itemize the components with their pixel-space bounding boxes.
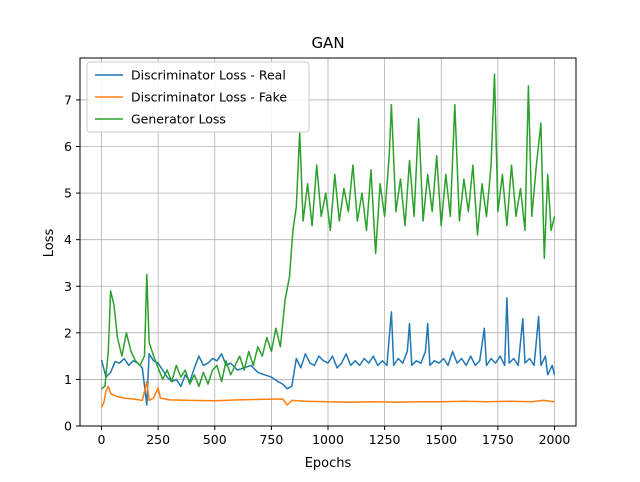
y-tick-label: 4: [64, 232, 72, 247]
y-tick-label: 2: [64, 325, 72, 340]
x-tick-label: 1000: [312, 432, 344, 447]
ticks: 0 250 500 750 1000 1250 1500 1750 2000 0 1 2 3 4 5 6 7: [64, 92, 570, 447]
y-tick-label: 5: [64, 186, 72, 201]
x-tick-label: 1250: [369, 432, 401, 447]
x-tick-label: 1750: [482, 432, 514, 447]
x-tick-label: 500: [203, 432, 227, 447]
x-tick-label: 1500: [425, 432, 457, 447]
series-line-real: [100, 297, 556, 406]
y-tick-label: 7: [64, 92, 72, 107]
chart-title: GAN: [311, 34, 344, 52]
x-tick-label: 750: [259, 432, 283, 447]
y-tick-label: 0: [64, 419, 72, 434]
legend-label-fake: Discriminator Loss - Fake: [131, 90, 287, 105]
y-tick-label: 6: [64, 139, 72, 154]
legend-label-generator: Generator Loss: [131, 112, 226, 127]
plot-lines: [100, 73, 556, 408]
x-tick-label: 0: [98, 432, 106, 447]
series-line-generator: [101, 73, 556, 390]
x-tick-label: 2000: [539, 432, 571, 447]
legend-box: [86, 61, 310, 133]
y-axis-label: Loss: [42, 229, 57, 258]
x-axis-label: Epochs: [305, 456, 352, 471]
legend: Discriminator Loss - Real Discriminator …: [86, 61, 310, 133]
y-tick-label: 3: [64, 279, 72, 294]
y-tick-label: 1: [64, 372, 72, 387]
legend-label-real: Discriminator Loss - Real: [131, 68, 286, 83]
series-line-fake: [100, 380, 555, 408]
x-tick-label: 250: [146, 432, 170, 447]
